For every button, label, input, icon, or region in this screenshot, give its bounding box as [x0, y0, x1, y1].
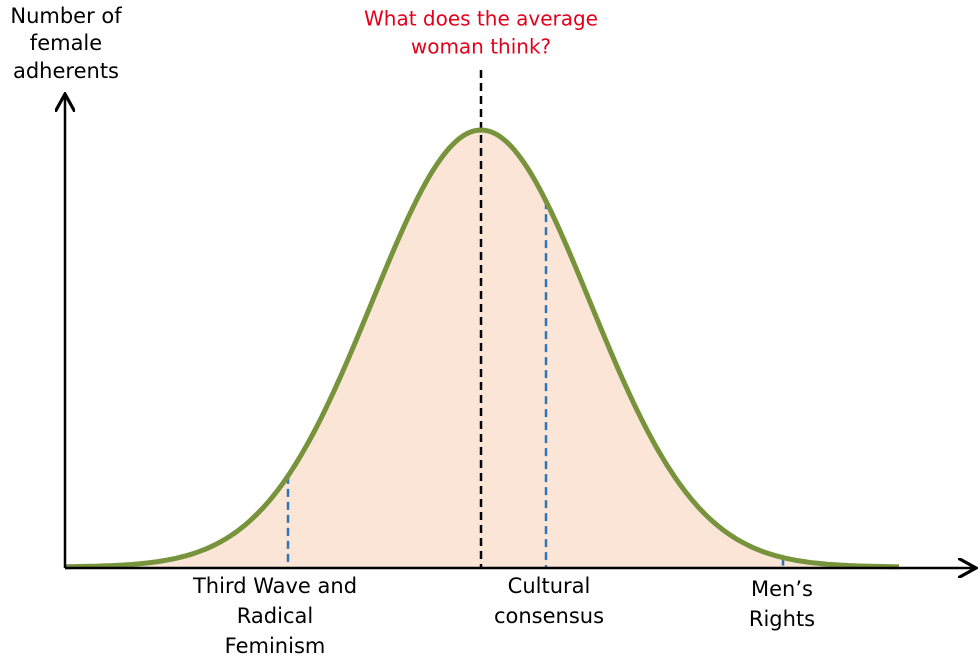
label: consensus — [494, 604, 604, 628]
question: woman think? — [411, 35, 551, 59]
curve-fill — [65, 130, 900, 568]
bell-curve — [65, 127, 899, 570]
y-axis-label: Number of — [10, 4, 122, 28]
label: Rights — [749, 607, 815, 631]
label: Third Wave and — [192, 574, 357, 598]
label: Feminism — [225, 634, 326, 656]
label: Men’s — [751, 577, 813, 601]
label: Radical — [237, 604, 313, 628]
label: Cultural — [508, 574, 591, 598]
y-axis-label: adherents — [13, 59, 119, 83]
y-axis-label: female — [30, 31, 102, 55]
question: What does the average — [364, 7, 598, 31]
